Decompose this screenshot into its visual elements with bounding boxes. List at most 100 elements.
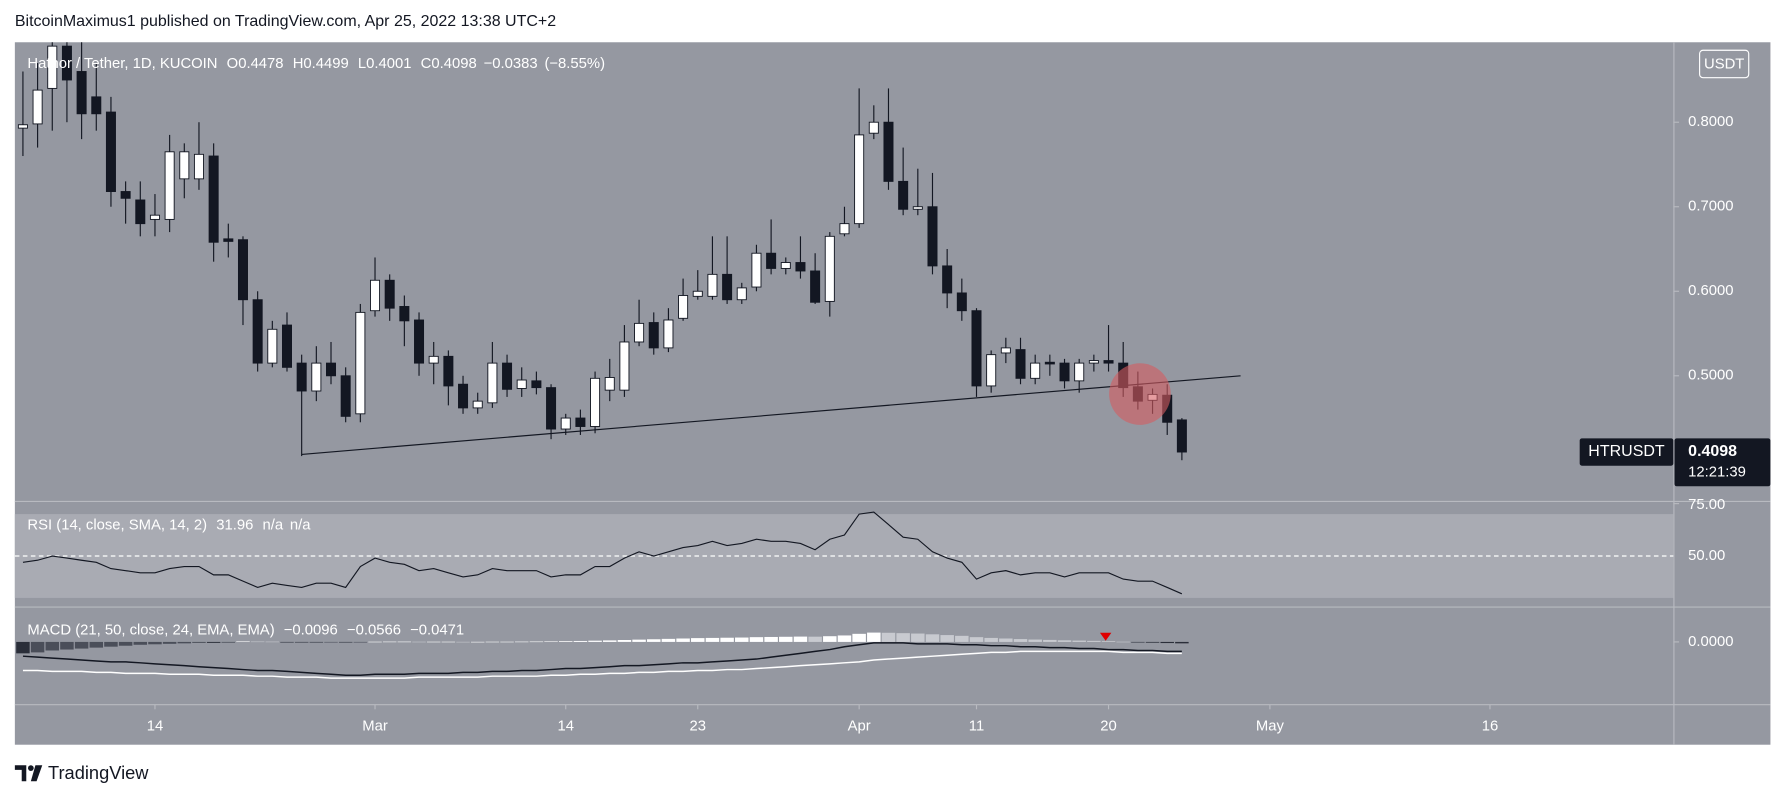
candle-body — [795, 262, 806, 272]
macd-histogram-bar — [808, 636, 822, 642]
candle-body — [604, 377, 615, 391]
y-tick-label: 0.7000 — [1688, 199, 1733, 215]
candle-body — [956, 292, 967, 312]
header: BitcoinMaximus1 published on TradingView… — [15, 13, 556, 30]
candle-body — [780, 262, 791, 269]
candle-body — [502, 362, 513, 390]
macd-histogram-bar — [779, 636, 793, 642]
macd-histogram-bar — [1116, 641, 1130, 643]
macd-histogram-bar — [500, 641, 514, 643]
candle-body — [707, 273, 718, 297]
candle-body — [267, 328, 278, 364]
candle-body — [193, 153, 204, 180]
candle-body — [663, 319, 674, 349]
candle-body — [516, 379, 527, 389]
candle-body — [458, 383, 469, 409]
rsi-title: RSI (14, close, SMA, 14, 2) — [27, 517, 207, 533]
candle-body — [751, 252, 762, 288]
rsi-readout: n/a — [262, 517, 283, 533]
macd-histogram-bar — [148, 641, 162, 645]
macd-histogram-bar — [1028, 639, 1042, 642]
macd-histogram-bar — [676, 638, 690, 642]
candle-body — [179, 151, 190, 180]
macd-histogram-bar — [89, 641, 104, 648]
candle-body — [326, 362, 337, 377]
macd-histogram-bar — [969, 637, 984, 642]
candle-body — [340, 375, 351, 417]
x-tick-label: 14 — [557, 718, 574, 734]
macd-histogram-bar — [368, 641, 382, 643]
candle-body — [135, 199, 146, 225]
candle-body — [692, 290, 703, 297]
candle-body — [1044, 361, 1055, 365]
candle-body — [531, 380, 542, 389]
macd-histogram-bar — [823, 636, 837, 642]
macd-histogram-bar — [162, 641, 177, 644]
price-label-box — [1674, 438, 1771, 487]
candle-body — [296, 362, 307, 392]
x-tick-label: Mar — [362, 718, 388, 734]
macd-readout: −0.0566 — [347, 622, 401, 638]
candle-body — [120, 191, 131, 199]
x-tick-label: Apr — [848, 718, 871, 734]
y-tick-label: 0.8000 — [1688, 114, 1733, 130]
macd-histogram-bar — [192, 641, 206, 643]
x-tick-label: 11 — [969, 718, 984, 734]
macd-histogram-bar — [1175, 641, 1189, 644]
candle-body — [252, 299, 263, 364]
macd-histogram-bar — [544, 641, 558, 643]
macd-histogram-bar — [250, 641, 265, 643]
currency[interactable]: USDT — [1704, 56, 1744, 72]
candle-body — [575, 417, 586, 427]
macd-histogram-bar — [514, 641, 529, 643]
macd-histogram-bar — [955, 635, 969, 642]
macd-histogram-bar — [705, 637, 720, 642]
legend: Hathor / Tether, 1D, KUCOIN O0.4478 H0.449… — [27, 56, 605, 72]
candle-body — [560, 417, 571, 430]
candle-body — [311, 362, 322, 392]
macd-histogram-bar — [133, 641, 148, 645]
y-tick-label: 0.5000 — [1688, 368, 1733, 384]
rsi-line — [22, 511, 1183, 595]
candle-body — [854, 134, 865, 225]
macd-histogram-bar — [661, 638, 676, 642]
candle-body — [1030, 362, 1041, 379]
currency-box[interactable] — [1699, 49, 1750, 79]
candle-body — [1074, 362, 1085, 382]
macd-legend: MACD (21, 50, close, 24, EMA, EMA) −0.009… — [27, 622, 464, 638]
macd-histogram-bar — [999, 638, 1013, 642]
candle-body — [810, 270, 821, 303]
candle-body — [32, 89, 43, 125]
macd-histogram-bar — [1072, 640, 1086, 642]
symbol-label: HTRUSDT — [1588, 443, 1665, 460]
candle-body — [105, 111, 116, 192]
macd-histogram-bar — [691, 638, 705, 642]
macd-histogram-bar — [793, 636, 808, 642]
price-label: 0.4098 — [1688, 443, 1737, 460]
macd-histogram-bar — [735, 637, 749, 642]
candle-body — [1103, 360, 1114, 364]
macd-histogram-bar — [852, 633, 866, 642]
macd-histogram-bar — [206, 641, 221, 643]
symbol-title: Hathor / Tether, 1D, KUCOIN — [27, 56, 217, 72]
candle-body — [1000, 347, 1011, 354]
candle-body — [237, 239, 248, 301]
candle-body — [766, 252, 777, 269]
macd-histogram-bar — [280, 641, 294, 643]
candle-body — [912, 206, 923, 210]
candle-body — [883, 121, 894, 182]
macd-histogram-bar — [470, 641, 485, 643]
macd-histogram-bar — [1101, 641, 1116, 642]
x-tick-label: 14 — [147, 718, 164, 734]
macd-histogram-bar — [588, 640, 602, 642]
panes: 0.5000 0.6000 0.7000 0.8000 50.00 75.00 0.0000… — [14, 42, 1771, 745]
candle-body — [223, 238, 234, 242]
macd-histogram-bar — [602, 640, 617, 642]
macd-histogram-bar — [104, 641, 118, 647]
candle-body — [76, 71, 87, 115]
candle-body — [428, 355, 439, 364]
macd-title: MACD (21, 50, close, 24, EMA, EMA) — [27, 622, 274, 638]
y-tick-label: 0.6000 — [1688, 283, 1733, 299]
macd-histogram-bar — [1013, 639, 1028, 642]
